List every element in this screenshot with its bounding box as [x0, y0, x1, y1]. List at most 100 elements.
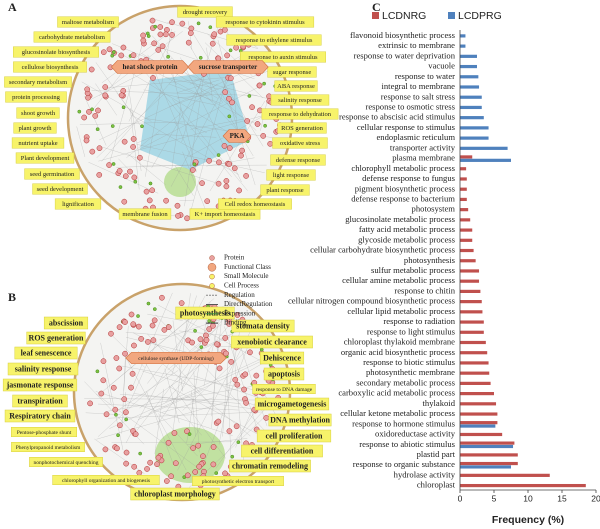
edge [145, 28, 172, 177]
edge [95, 393, 201, 471]
node-label: DNA methylation [270, 415, 330, 424]
function-node [218, 198, 292, 210]
y-tick-label: response to biotic stimulus [363, 357, 456, 367]
function-node [192, 476, 284, 486]
edge [81, 81, 152, 122]
node-label: protein processing [12, 94, 61, 101]
node [155, 454, 162, 461]
edge [102, 77, 228, 89]
node-label: membrane fusion [122, 211, 168, 218]
node [172, 460, 179, 467]
node [223, 183, 230, 190]
edge [174, 165, 194, 196]
node [236, 187, 242, 194]
node [184, 472, 191, 479]
bar [460, 34, 466, 38]
function-node [270, 154, 326, 166]
node [187, 30, 194, 36]
edge [155, 134, 217, 138]
node [121, 198, 128, 205]
function-node [32, 183, 88, 195]
node [211, 31, 218, 38]
y-tick-label: glycoside metabolic process [358, 234, 456, 244]
node [227, 114, 232, 119]
node [216, 153, 221, 157]
class-node [125, 351, 227, 365]
node [122, 350, 128, 357]
bar [460, 473, 550, 477]
bar [460, 381, 491, 385]
node [159, 43, 166, 50]
node [111, 162, 116, 166]
y-tick-label: photosynthesis [404, 255, 456, 265]
node [199, 345, 204, 349]
node [100, 358, 107, 365]
node [102, 92, 109, 99]
edge [197, 338, 251, 482]
node [92, 113, 99, 119]
node [263, 415, 270, 421]
class-node [222, 129, 252, 143]
x-tick-label: 10 [523, 493, 533, 503]
node [222, 27, 228, 33]
node [226, 161, 233, 167]
node [247, 94, 252, 98]
edge [95, 83, 117, 116]
function-node [118, 208, 172, 220]
node-label: sucrose transporter [199, 63, 257, 71]
edge [171, 107, 181, 170]
node [153, 24, 158, 29]
edge [84, 96, 107, 146]
y-tick-label: plasma membrane [392, 153, 455, 163]
edge [96, 401, 227, 440]
function-node [177, 6, 233, 18]
bar [460, 136, 489, 140]
node [190, 445, 196, 451]
node [192, 469, 199, 475]
node-label: salinity response [278, 97, 322, 104]
node [260, 133, 267, 139]
node [87, 400, 93, 407]
function-node [226, 34, 322, 46]
y-tick-label: cellular ketone metabolic process [340, 408, 455, 418]
y-tick-label: response to salt stress [381, 91, 456, 101]
edge [107, 384, 262, 412]
bar [460, 402, 497, 406]
edge [171, 67, 197, 173]
y-tick-label: response to osmotic stress [365, 102, 455, 112]
node [130, 52, 137, 59]
function-node [13, 61, 87, 73]
edge [187, 124, 207, 133]
bar [460, 392, 494, 396]
legend-swatch [372, 12, 379, 19]
node [226, 145, 233, 151]
node [157, 24, 164, 30]
bar [460, 218, 471, 222]
node-label: nonphotochemical quenching [34, 460, 99, 466]
bar [460, 412, 498, 416]
node [228, 75, 234, 82]
bar [460, 361, 489, 365]
y-tick-label: vacuole [428, 61, 455, 71]
node [130, 136, 137, 142]
node-label: plant response [266, 187, 303, 194]
function-node [272, 137, 328, 149]
node [152, 307, 157, 311]
function-node [259, 351, 305, 365]
node [200, 453, 206, 460]
node [83, 137, 90, 144]
y-tick-label: endoplasmic reticulum [376, 132, 455, 142]
y-tick-label: carboxylic acid metabolic process [338, 388, 455, 398]
node [161, 326, 168, 333]
node [89, 148, 96, 155]
node [165, 439, 172, 446]
edge [136, 144, 265, 173]
node-label: photosynthetic electron transport [202, 479, 275, 485]
node [195, 442, 202, 449]
function-node [26, 331, 86, 345]
node-label: salinity response [15, 364, 72, 373]
function-node [11, 442, 85, 452]
bar [460, 155, 473, 159]
legend-symbol [209, 255, 215, 261]
node [222, 89, 229, 95]
